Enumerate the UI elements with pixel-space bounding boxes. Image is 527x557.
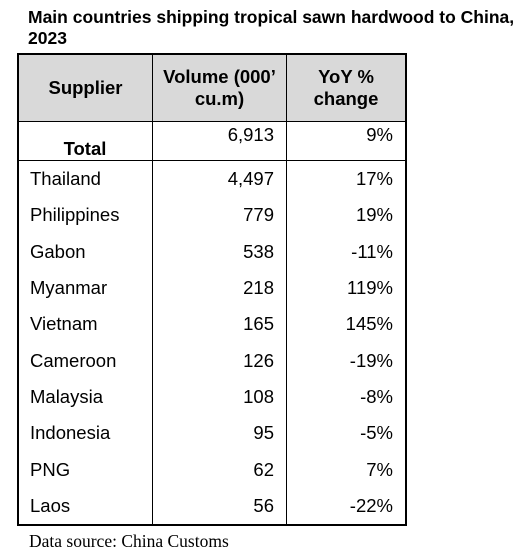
cell: 62 [152,451,287,488]
cell: Malaysia [17,378,153,416]
cell: Thailand [17,160,153,198]
cell: 538 [152,233,287,270]
cell: -19% [286,342,407,379]
row: Philippines 779 19% [17,197,407,234]
column-header: Supplier [17,53,153,122]
row: Vietnam 165 145% [17,306,407,343]
cell: Total [17,121,153,161]
table-body: Total 6,913 9% Thailand 4,497 17% Philippines 7… [17,121,407,525]
data-table: Supplier Volume (000’ cu.m) YoY % change T… [17,53,407,526]
cell: 17% [286,160,407,198]
cell: -5% [286,415,407,452]
row: Thailand 4,497 17% [17,160,407,198]
row: PNG 62 7% [17,451,407,488]
cell: 119% [286,269,407,307]
source-note: Data source: China Customs [29,531,229,551]
cell: -22% [286,487,407,525]
row: Myanmar 218 119% [17,269,407,307]
cell: Indonesia [17,415,153,452]
row: Cameroon 126 -19% [17,342,407,379]
cell: Cameroon [17,342,153,379]
cell: -11% [286,233,407,270]
cell: Myanmar [17,269,153,307]
cell: 779 [152,197,287,234]
cell: 19% [286,197,407,234]
row: Gabon 538 -11% [17,233,407,270]
cell: 6,913 [152,121,287,161]
cell: 165 [152,306,287,343]
cell: 56 [152,487,287,525]
row: Malaysia 108 -8% [17,378,407,416]
header-row: Supplier Volume (000’ cu.m) YoY % change [17,53,407,122]
column-header: YoY % change [286,53,407,122]
column-header: Volume (000’ cu.m) [152,53,287,122]
cell: Gabon [17,233,153,270]
cell: 9% [286,121,407,161]
cell: 4,497 [152,160,287,198]
cell: 218 [152,269,287,307]
cell: -8% [286,378,407,416]
cell: 95 [152,415,287,452]
cell: Laos [17,487,153,525]
cell: Vietnam [17,306,153,343]
cell: 145% [286,306,407,343]
cell: 7% [286,451,407,488]
total-row: Total 6,913 9% [17,121,407,161]
cell: 126 [152,342,287,379]
cell: 108 [152,378,287,416]
row: Indonesia 95 -5% [17,415,407,452]
row: Laos 56 -22% [17,487,407,525]
title: Main countries shipping tropical sawn ha… [28,7,515,48]
cell: PNG [17,451,153,488]
cell: Philippines [17,197,153,234]
